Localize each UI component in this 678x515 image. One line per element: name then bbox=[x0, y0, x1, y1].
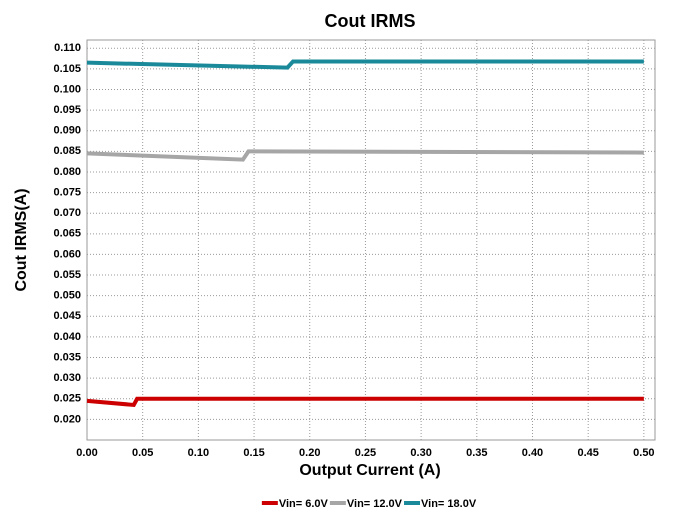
x-tick-label: 0.20 bbox=[299, 447, 320, 459]
legend-label: Vin= 18.0V bbox=[421, 498, 477, 510]
y-tick-label: 0.075 bbox=[53, 186, 81, 198]
y-tick-label: 0.045 bbox=[53, 310, 81, 322]
x-tick-label: 0.50 bbox=[633, 447, 654, 459]
legend: Vin= 6.0V Vin= 12.0V Vin= 18.0V bbox=[261, 498, 477, 510]
data-line bbox=[86, 149, 644, 162]
y-tick-label: 0.090 bbox=[53, 125, 81, 137]
legend-label: Vin= 6.0V bbox=[279, 498, 329, 510]
legend-label: Vin= 12.0V bbox=[347, 498, 403, 510]
y-tick-label: 0.080 bbox=[53, 166, 81, 178]
data-line bbox=[86, 396, 644, 408]
y-tick-label: 0.110 bbox=[54, 42, 81, 54]
x-tick-label: 0.00 bbox=[76, 447, 97, 459]
data-line bbox=[86, 59, 644, 70]
y-axis-title: Cout IRMS(A) bbox=[13, 188, 30, 291]
y-tick-label: 0.070 bbox=[53, 207, 81, 219]
x-tick-label: 0.30 bbox=[410, 447, 431, 459]
y-tick-label: 0.040 bbox=[53, 331, 81, 343]
y-tick-label: 0.020 bbox=[53, 413, 81, 425]
y-tick-label: 0.100 bbox=[53, 83, 81, 95]
x-tick-label: 0.35 bbox=[466, 447, 487, 459]
x-axis-title: Output Current (A) bbox=[299, 462, 440, 479]
plot-area bbox=[86, 39, 656, 441]
chart-title: Cout IRMS bbox=[325, 11, 416, 31]
x-tick-label: 0.25 bbox=[355, 447, 376, 459]
x-tick-label: 0.05 bbox=[132, 447, 153, 459]
y-tick-label: 0.035 bbox=[53, 351, 81, 363]
x-tick-label: 0.45 bbox=[577, 447, 598, 459]
y-tick-label: 0.085 bbox=[53, 145, 81, 157]
y-tick-label: 0.055 bbox=[53, 269, 81, 281]
y-tick-label: 0.025 bbox=[53, 393, 81, 405]
x-tick-label: 0.40 bbox=[522, 447, 543, 459]
x-tick-label: 0.15 bbox=[243, 447, 264, 459]
y-tick-label: 0.060 bbox=[53, 248, 81, 260]
y-tick-label: 0.050 bbox=[53, 290, 81, 302]
y-tick-label: 0.065 bbox=[53, 228, 81, 240]
y-tick-label: 0.105 bbox=[53, 63, 81, 75]
y-tick-label: 0.030 bbox=[53, 372, 81, 384]
y-tick-label: 0.095 bbox=[53, 104, 81, 116]
x-tick-label: 0.10 bbox=[188, 447, 209, 459]
